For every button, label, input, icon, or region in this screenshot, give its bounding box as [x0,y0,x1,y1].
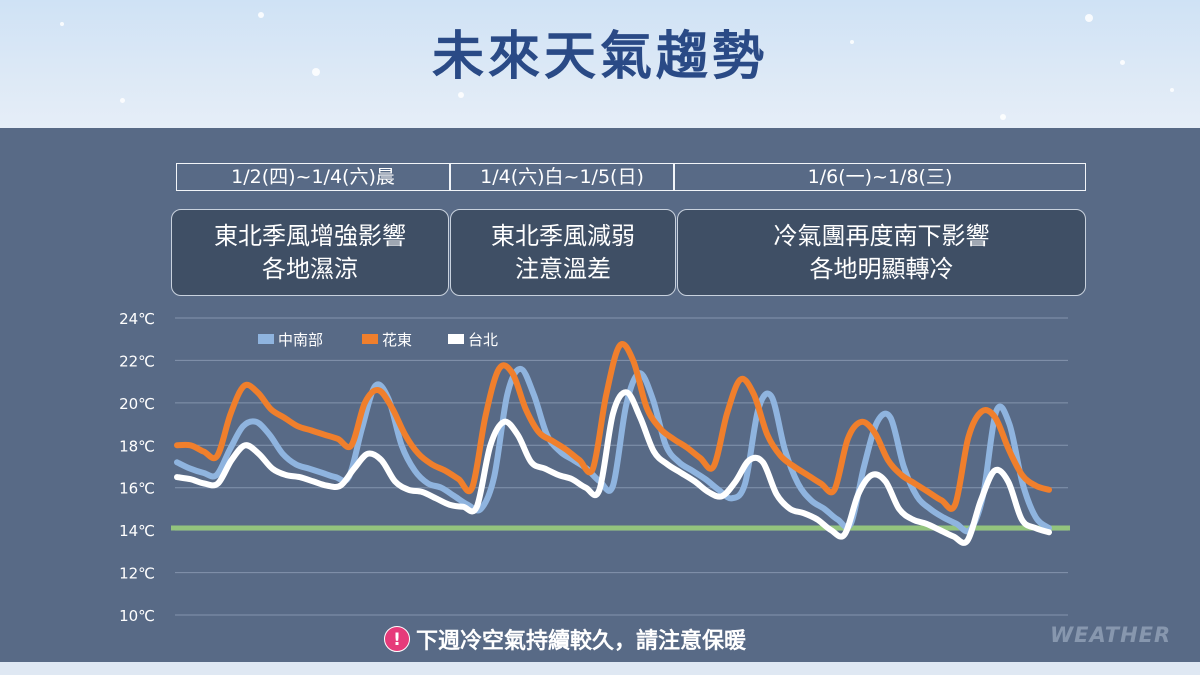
period-row: 1/2(四)~1/4(六)晨 1/4(六)白~1/5(日) 1/6(一)~1/8… [176,163,1086,191]
legend-swatch [448,334,464,344]
exclamation-icon: ! [384,626,410,652]
snow-dot [458,92,464,98]
snow-dot [1000,114,1006,120]
series-line-hualien-taitung [174,341,1052,512]
period-label: 1/6(一)~1/8(三) [807,166,953,188]
y-tick-label: 24℃ [119,310,155,328]
legend-swatch [258,334,274,344]
legend-label: 花東 [382,331,412,349]
snow-dot [1085,14,1093,22]
header-banner: 未來天氣趨勢 [0,0,1200,128]
period-label: 1/2(四)~1/4(六)晨 [231,166,395,188]
snow-dot [60,22,64,26]
info-box-line: 冷氣團再度南下影響 [773,221,990,250]
legend-label: 中南部 [278,331,323,349]
series-line-taipei [174,389,1052,546]
legend: 中南部 花東 台北 [258,331,498,349]
y-tick-label: 12℃ [119,565,155,583]
y-tick-label: 10℃ [119,607,155,625]
info-box-line: 東北季風減弱 [491,221,635,250]
snow-dot [1120,60,1125,65]
snow-dot [850,40,854,44]
snow-dot [1170,88,1174,92]
info-box-line: 各地濕涼 [262,254,358,283]
snow-dot [120,98,125,103]
note-banner: ! 下週冷空氣持續較久，請注意保暖 [384,624,746,654]
y-tick-label: 14℃ [119,522,155,540]
y-tick-label: 16℃ [119,480,155,498]
snow-dot [258,12,264,18]
y-tick-label: 22℃ [119,352,155,370]
y-axis-labels: 24℃ 22℃ 20℃ 18℃ 16℃ 14℃ 12℃ 10℃ [119,310,155,625]
bottom-strip [0,662,1200,675]
info-box-line: 東北季風增強影響 [214,221,406,250]
info-box: 東北季風減弱 注意溫差 [450,209,676,296]
period-label: 1/4(六)白~1/5(日) [480,166,644,188]
period-divider [673,164,675,190]
info-box-line: 各地明顯轉冷 [809,254,954,283]
info-box-line: 注意溫差 [515,254,611,283]
weather-logo: WEATHER [1050,623,1172,647]
legend-label: 台北 [468,331,498,349]
y-tick-label: 18℃ [119,437,155,455]
note-text: 下週冷空氣持續較久，請注意保暖 [416,629,747,654]
series-lines [174,341,1052,546]
period-divider [449,164,451,190]
page-title: 未來天氣趨勢 [431,27,768,87]
info-box: 東北季風增強影響 各地濕涼 [171,209,449,296]
snow-dot [312,68,320,76]
info-box: 冷氣團再度南下影響 各地明顯轉冷 [677,209,1086,296]
series-line-central-south [174,365,1052,535]
y-tick-label: 20℃ [119,395,155,413]
legend-swatch [362,334,378,344]
